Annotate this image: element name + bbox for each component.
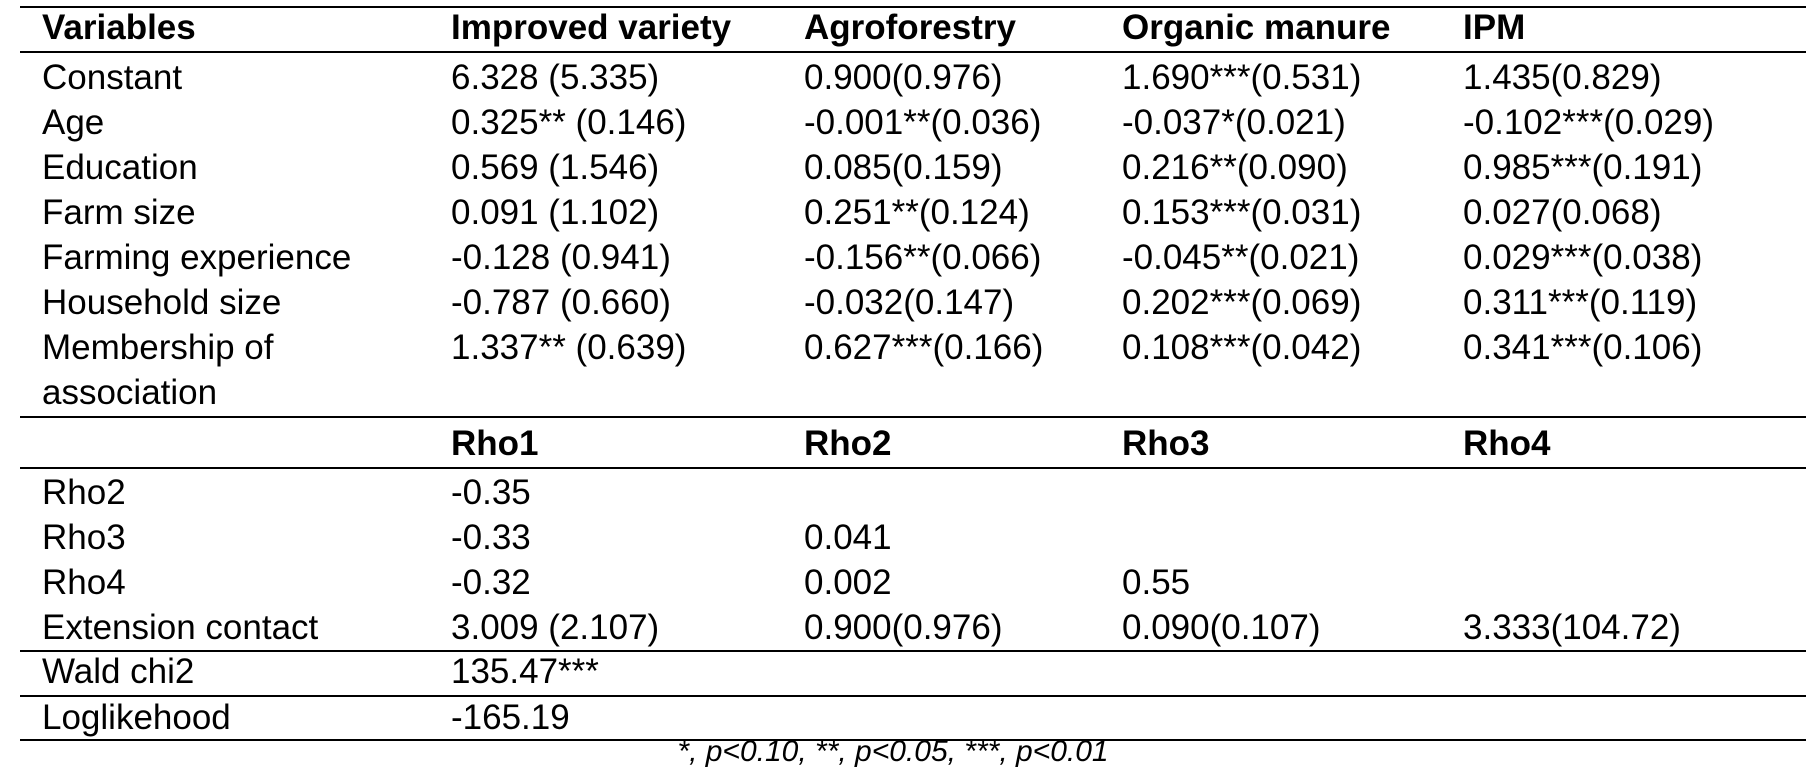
cell-organic-manure: 0.216**(0.090) [1122,148,1348,187]
table-row: Constant 6.328 (5.335) 0.900(0.976) 1.69… [20,56,1806,100]
section-rule [20,416,1806,418]
cell-improved-variety: 0.569 (1.546) [451,148,660,187]
cell-rho2: 0.041 [804,518,892,557]
cell-ipm: 0.311***(0.119) [1463,283,1698,322]
header-agroforestry: Agroforestry [804,8,1016,47]
row-label: Rho3 [42,518,126,557]
cell-ipm: 1.435(0.829) [1463,58,1662,97]
row-label: Age [42,103,105,142]
cell-rho1: -0.33 [451,518,531,557]
rule [20,650,1806,652]
cell-rho1: -0.35 [451,473,531,512]
table-row: Age 0.325** (0.146) -0.001**(0.036) -0.0… [20,101,1806,145]
header-rho1: Rho1 [451,424,539,463]
cell-value: -165.19 [451,698,570,737]
cell-organic-manure: 0.108***(0.042) [1122,328,1362,367]
cell-agroforestry: -0.156**(0.066) [804,238,1042,277]
cell-rho1: 3.009 (2.107) [451,608,660,647]
cell-agroforestry: 0.900(0.976) [804,58,1003,97]
cell-improved-variety: 1.337** (0.639) [451,328,687,367]
cell-ipm: 0.341***(0.106) [1463,328,1703,367]
cell-ipm: 0.985***(0.191) [1463,148,1703,187]
cell-rho4: 3.333(104.72) [1463,608,1681,647]
significance-note: *, p<0.10, **, p<0.05, ***, p<0.01 [677,735,1109,768]
table-row: Rho2 -0.35 [20,471,1806,515]
cell-rho1: -0.32 [451,563,531,602]
cell-organic-manure: -0.037*(0.021) [1122,103,1346,142]
rho-header-rule [20,467,1806,469]
cell-improved-variety: 6.328 (5.335) [451,58,660,97]
row-label: Farm size [42,193,196,232]
cell-agroforestry: 0.085(0.159) [804,148,1003,187]
table-row: Education 0.569 (1.546) 0.085(0.159) 0.2… [20,146,1806,190]
rule [20,695,1806,697]
table-row: Loglikehood -165.19 [20,696,1806,740]
header-rho3: Rho3 [1122,424,1210,463]
cell-rho3: 0.090(0.107) [1122,608,1321,647]
cell-agroforestry: -0.032(0.147) [804,283,1015,322]
table-row: Membership of 1.337** (0.639) 0.627***(0… [20,326,1806,370]
row-label: Loglikehood [42,698,231,737]
table-row: Farming experience -0.128 (0.941) -0.156… [20,236,1806,280]
cell-rho2: 0.900(0.976) [804,608,1003,647]
header-variables: Variables [42,8,196,47]
cell-improved-variety: 0.091 (1.102) [451,193,660,232]
table-row: Rho4 -0.32 0.002 0.55 [20,561,1806,605]
cell-rho3: 0.55 [1122,563,1191,602]
table-row: Extension contact 3.009 (2.107) 0.900(0.… [20,606,1806,650]
header-improved-variety: Improved variety [451,8,732,47]
cell-value: 135.47*** [451,652,599,691]
cell-organic-manure: 0.202***(0.069) [1122,283,1362,322]
cell-agroforestry: 0.251**(0.124) [804,193,1030,232]
row-label: Membership of [42,328,274,367]
header-rule [20,51,1806,53]
row-label: Education [42,148,198,187]
table-row: association [20,371,1806,415]
row-label: Household size [42,283,282,322]
cell-agroforestry: 0.627***(0.166) [804,328,1044,367]
table-row: Household size -0.787 (0.660) -0.032(0.1… [20,281,1806,325]
row-label-continued: association [42,373,218,412]
row-label: Constant [42,58,183,97]
header-organic-manure: Organic manure [1122,8,1391,47]
regression-table: Variables Improved variety Agroforestry … [20,6,1806,741]
header-rho4: Rho4 [1463,424,1551,463]
row-label: Rho2 [42,473,126,512]
table-top-rule [20,6,1806,8]
cell-ipm: 0.027(0.068) [1463,193,1662,232]
cell-improved-variety: -0.787 (0.660) [451,283,671,322]
cell-organic-manure: 1.690***(0.531) [1122,58,1362,97]
row-label: Farming experience [42,238,352,277]
cell-improved-variety: -0.128 (0.941) [451,238,671,277]
row-label: Rho4 [42,563,126,602]
cell-improved-variety: 0.325** (0.146) [451,103,687,142]
table-header-row: Variables Improved variety Agroforestry … [20,6,1806,50]
cell-rho2: 0.002 [804,563,892,602]
row-label: Wald chi2 [42,652,195,691]
cell-ipm: -0.102***(0.029) [1463,103,1714,142]
header-ipm: IPM [1463,8,1526,47]
header-rho2: Rho2 [804,424,892,463]
table-row: Rho3 -0.33 0.041 [20,516,1806,560]
cell-agroforestry: -0.001**(0.036) [804,103,1042,142]
table-bottom-rule [20,739,1806,741]
row-label: Extension contact [42,608,319,647]
table-row: Farm size 0.091 (1.102) 0.251**(0.124) 0… [20,191,1806,235]
cell-organic-manure: -0.045**(0.021) [1122,238,1360,277]
table-row: Wald chi2 135.47*** [20,650,1806,694]
cell-ipm: 0.029***(0.038) [1463,238,1703,277]
cell-organic-manure: 0.153***(0.031) [1122,193,1362,232]
rho-header-row: Rho1 Rho2 Rho3 Rho4 [20,422,1806,466]
